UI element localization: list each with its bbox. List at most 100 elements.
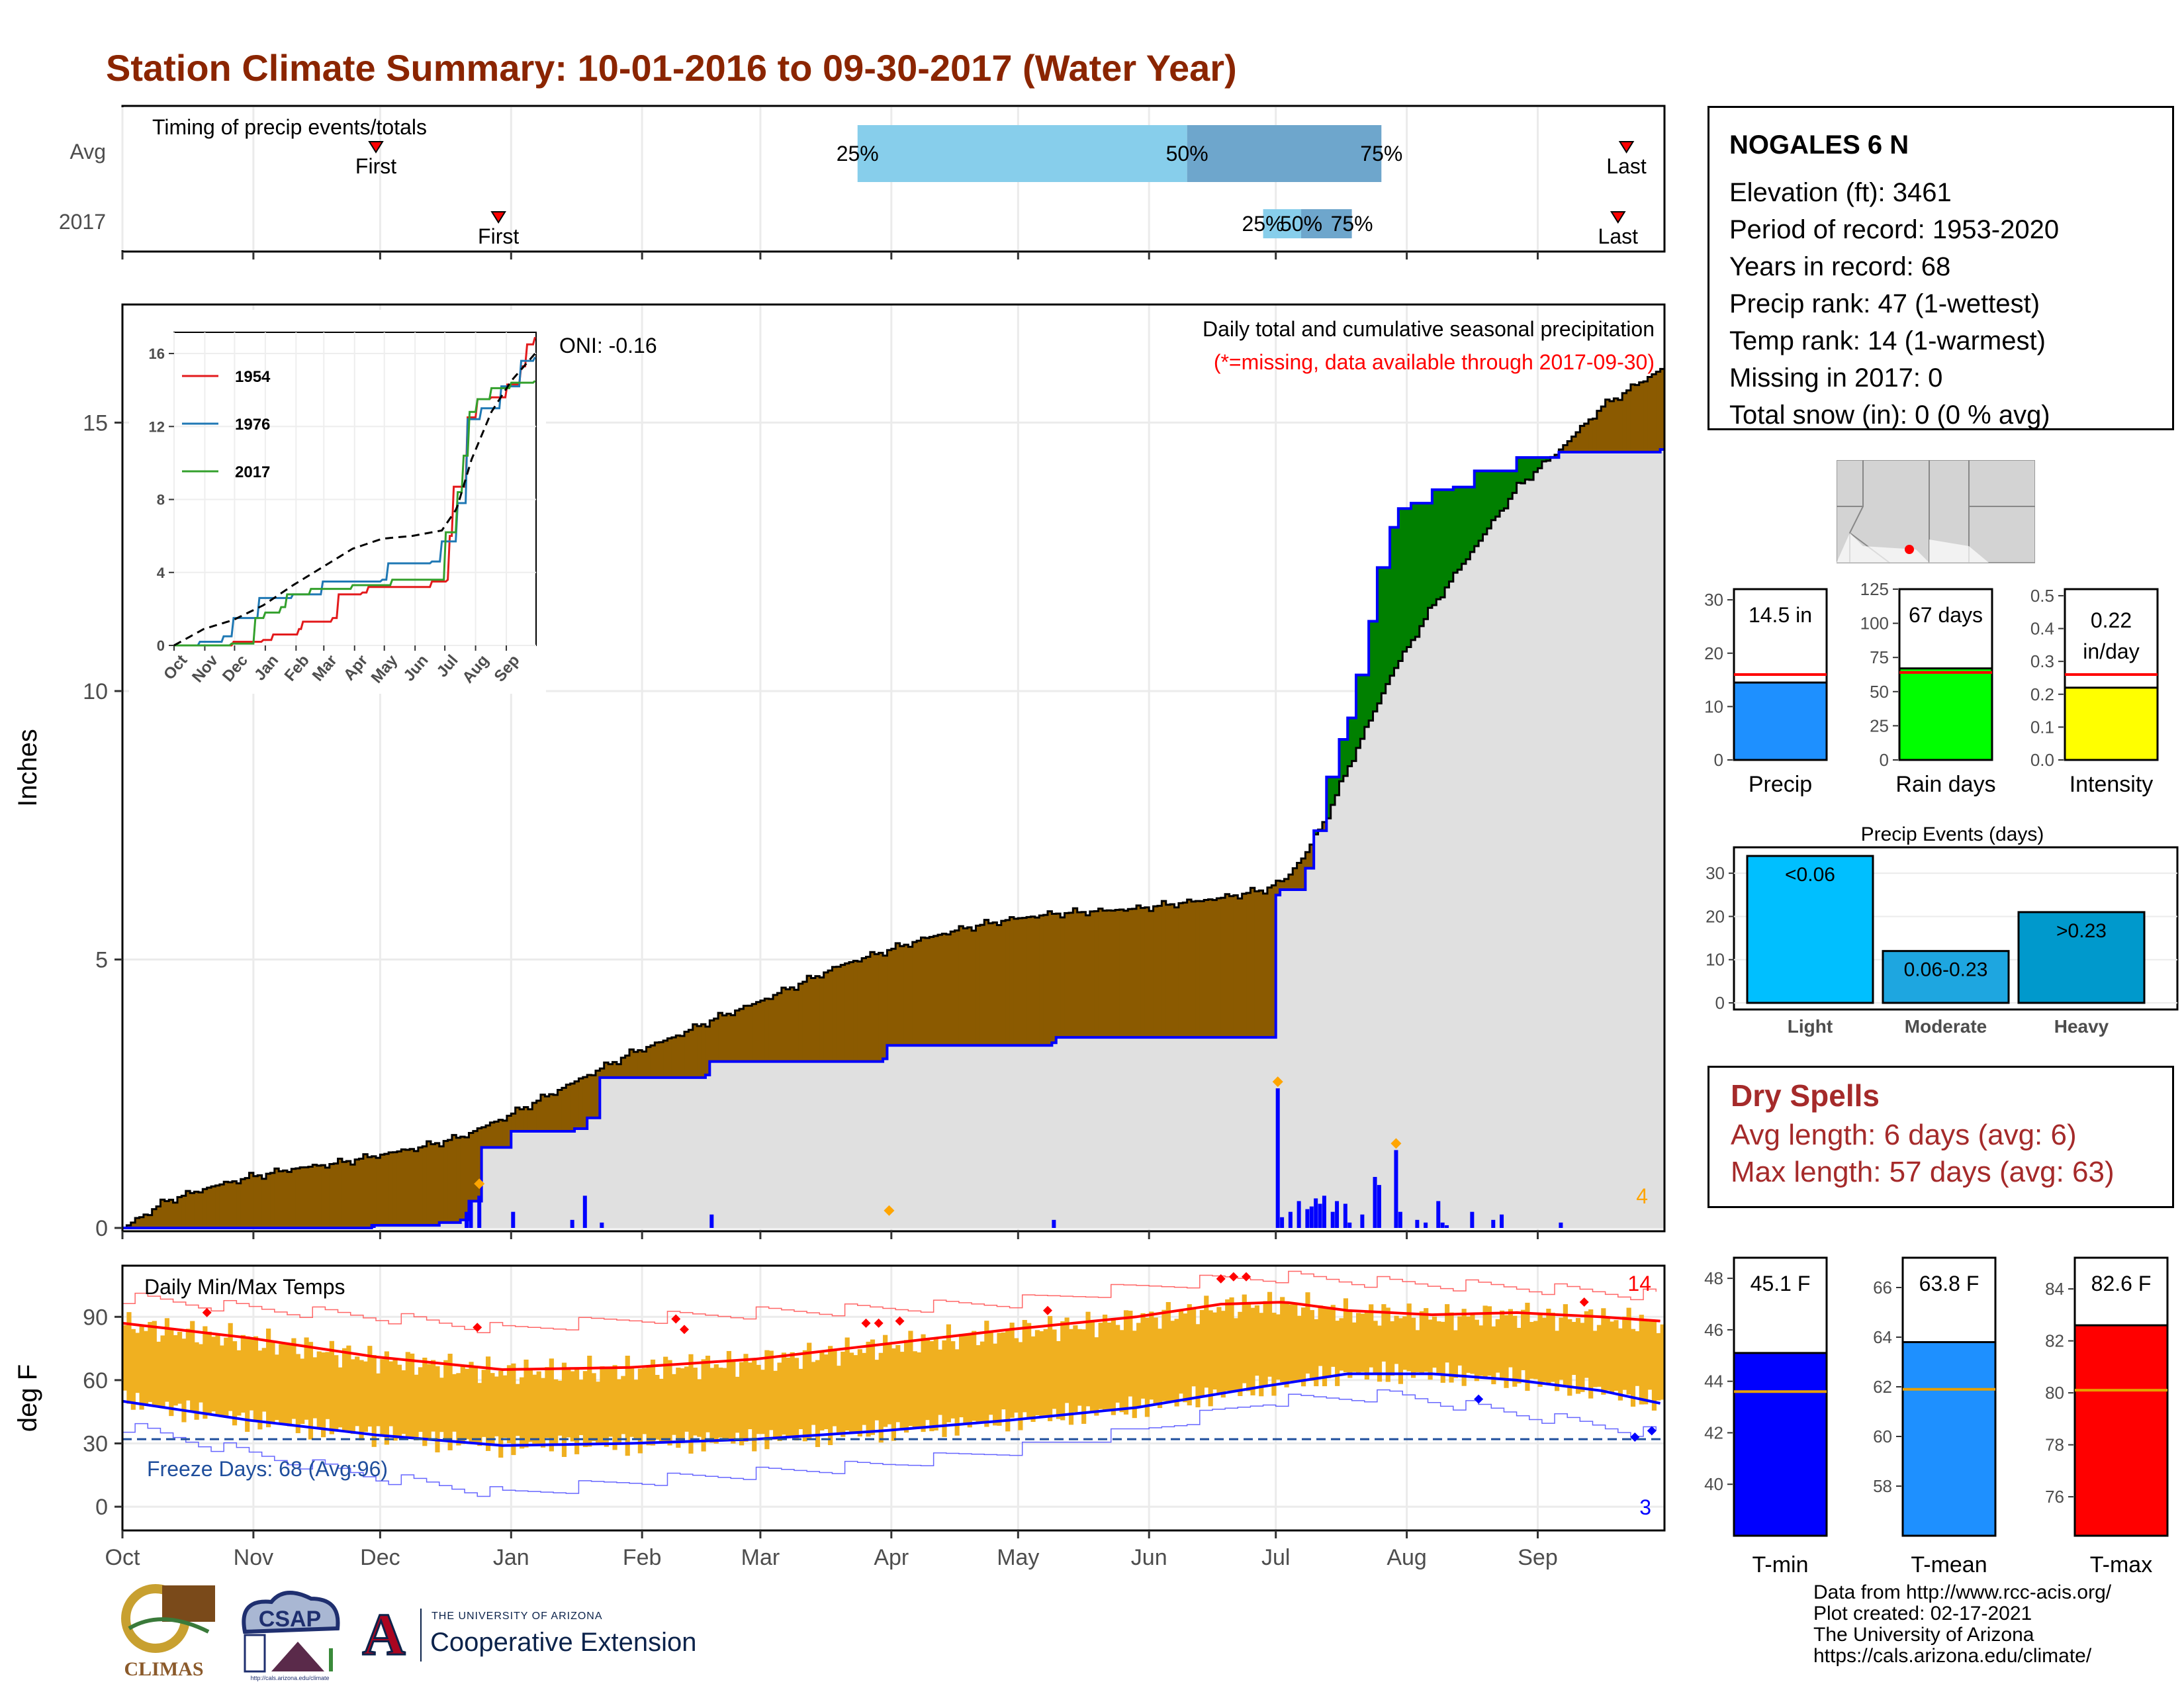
precip-deficit-segment [655, 1042, 660, 1078]
events-title: Precip Events (days) [1861, 823, 2044, 845]
temp-daily-bar [921, 1334, 926, 1432]
precip-deficit-segment [532, 1103, 537, 1132]
temp-daily-bar [1238, 1311, 1243, 1396]
precip-daily-bar [371, 1225, 376, 1228]
precip-deficit-segment [426, 1141, 432, 1225]
temp-daily-bar [1034, 1330, 1040, 1416]
record-low-marker [1474, 1394, 1484, 1404]
temp-daily-bar [164, 1318, 170, 1402]
temp-daily-bar [912, 1351, 917, 1429]
precip-deficit-segment [236, 1183, 242, 1228]
temp-daily-bar [1242, 1294, 1247, 1383]
precip-deficit-segment [591, 1075, 596, 1118]
temp-daily-bar [388, 1361, 394, 1427]
temp-daily-bar [1140, 1313, 1146, 1399]
precip-deficit-segment [1102, 910, 1107, 1038]
y2017-last-label: Last [1598, 224, 1639, 248]
temp-daily-bar [1119, 1330, 1124, 1413]
month-label-may: May [997, 1545, 1039, 1570]
avg-last-label: Last [1606, 154, 1647, 178]
temp-daily-bar [173, 1335, 178, 1406]
temp-daily-bar [1373, 1321, 1378, 1375]
temp-daily-bar [485, 1356, 491, 1451]
precip-deficit-segment [283, 1170, 288, 1228]
precip-deficit-segment [566, 1084, 571, 1132]
precip-deficit-segment [878, 953, 884, 1062]
temp-daily-bar [1555, 1331, 1560, 1391]
temp-daily-bar [1111, 1319, 1116, 1415]
summary-ytick-label: 100 [1860, 614, 1889, 633]
temp-daily-bar [1157, 1329, 1163, 1409]
station-years: Years in record: 68 [1729, 252, 1951, 281]
precip-deficit-segment [414, 1150, 419, 1225]
precip-deficit-segment [722, 1015, 727, 1062]
precip-deficit-segment [410, 1149, 415, 1225]
precip-surplus-segment [1347, 718, 1353, 767]
temp-daily-bar [1504, 1315, 1509, 1388]
temp-daily-bar [1271, 1313, 1277, 1396]
timing-marker-icon [490, 211, 506, 224]
precip-deficit-segment [1293, 868, 1298, 890]
temp-daily-bar [473, 1366, 478, 1444]
precip-deficit-segment [1305, 852, 1310, 868]
temp-daily-bar [426, 1364, 432, 1438]
precip-surplus-segment [1537, 457, 1543, 469]
precip-deficit-segment [1060, 917, 1066, 1038]
precip-deficit-segment [1242, 894, 1247, 1038]
precip-deficit-segment [1259, 890, 1264, 1038]
temp-daily-bar [1364, 1311, 1369, 1380]
precip-deficit-segment [862, 958, 867, 1062]
precip-daily-bar [1318, 1203, 1322, 1228]
precip-deficit-segment [777, 993, 782, 1062]
precip-deficit-segment [1322, 821, 1327, 831]
precip-daily-bar [1309, 1206, 1314, 1228]
temp-daily-bar [1385, 1307, 1390, 1382]
precip-deficit-segment [1085, 915, 1091, 1038]
precip-deficit-segment [1199, 901, 1205, 1038]
temp-daily-bar [506, 1365, 512, 1444]
precip-deficit-segment [363, 1154, 368, 1228]
precip-deficit-segment [1089, 911, 1095, 1038]
record-high-marker [1216, 1274, 1226, 1284]
precip-deficit-segment [1208, 899, 1213, 1038]
temp-daily-bar [1233, 1318, 1239, 1390]
temp-daily-bar [523, 1359, 529, 1448]
temp-daily-bar [304, 1337, 309, 1420]
precip-surplus-segment [1461, 487, 1467, 564]
freeze-days-label: Freeze Days: 68 (Avg:96) [147, 1457, 388, 1481]
precip-daily-bar [1436, 1201, 1441, 1228]
station-temp-rank: Temp rank: 14 (1-warmest) [1729, 326, 2046, 355]
temp-daily-bar [139, 1327, 144, 1410]
temp-summary-category-label: T-mean [1911, 1552, 1987, 1577]
precip-deficit-segment [279, 1171, 284, 1228]
avg-pct-75: 75% [1360, 142, 1402, 165]
temp-daily-bar [418, 1367, 424, 1432]
precip-deficit-segment [494, 1121, 499, 1148]
precip-deficit-segment [925, 938, 930, 1046]
precip-extreme-marker [884, 1205, 895, 1216]
temp-daily-bar [862, 1352, 867, 1425]
temp-daily-bar [1347, 1309, 1353, 1378]
precip-deficit-segment [1647, 377, 1653, 453]
temp-daily-bar [578, 1380, 584, 1435]
precip-deficit-segment [844, 963, 850, 1062]
precip-deficit-segment [1216, 898, 1222, 1038]
temp-daily-bar [363, 1361, 369, 1432]
precip-deficit-segment [477, 1128, 482, 1201]
temp-daily-bar [582, 1371, 588, 1448]
precip-deficit-segment [485, 1125, 490, 1148]
precip-deficit-segment [527, 1109, 533, 1132]
summary-ytick-label: 50 [1870, 682, 1889, 702]
temp-daily-bar [1191, 1307, 1197, 1387]
events-ytick-label: 0 [1715, 993, 1725, 1013]
precip-surplus-segment [1330, 776, 1336, 805]
summary-ytick-label: 0 [1880, 750, 1889, 770]
precip-deficit-segment [549, 1094, 554, 1132]
precip-extreme-marker [1390, 1138, 1402, 1149]
temp-daily-bar [1592, 1331, 1598, 1387]
precip-deficit-segment [646, 1047, 651, 1078]
precip-deficit-segment [997, 925, 1002, 1046]
precip-deficit-segment [633, 1051, 639, 1078]
precip-surplus-segment [1457, 487, 1463, 570]
temp-daily-bar [637, 1368, 643, 1454]
